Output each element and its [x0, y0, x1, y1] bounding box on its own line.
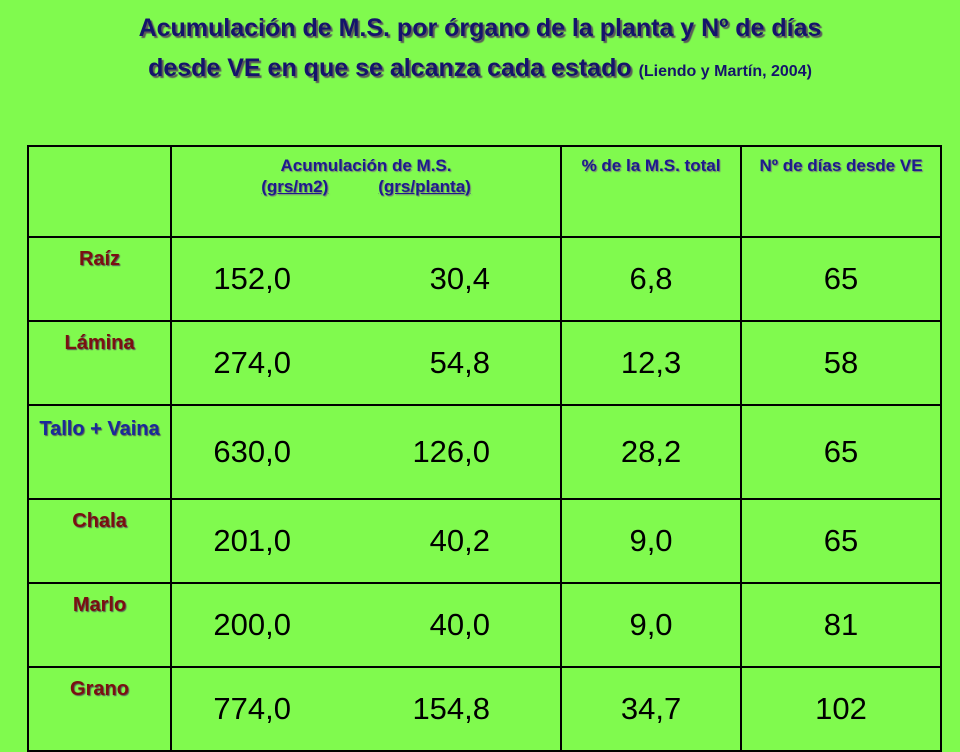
corner-cell: [27, 145, 172, 238]
value-cell: 28,2: [560, 404, 743, 500]
row-label: Grano: [27, 666, 172, 752]
table-row: Tallo + Vaina 630,0 126,0 28,2 65: [27, 404, 943, 500]
value-cell: 630,0: [170, 404, 366, 500]
value-cell: 6,8: [560, 236, 743, 322]
header-text: Nº de días desde VE: [759, 156, 923, 175]
citation: (Liendo y Martín, 2004): [638, 63, 812, 80]
value-cell: 9,0: [560, 498, 743, 584]
table-row: Chala 201,0 40,2 9,0 65: [27, 498, 943, 584]
title: Acumulación de M.S. por órgano de la pla…: [0, 8, 960, 92]
header-text: (grs/planta): [378, 177, 471, 196]
table-row: Marlo 200,0 40,0 9,0 81: [27, 582, 943, 668]
value-cell: 65: [740, 404, 943, 500]
value-cell: 30,4: [366, 236, 563, 322]
row-label: Tallo + Vaina: [27, 404, 172, 500]
value-cell: 65: [740, 498, 943, 584]
header-text: Acumulación de M.S.: [280, 156, 452, 175]
header-text: % de la M.S. total: [581, 156, 721, 175]
value-cell: 40,0: [366, 582, 563, 668]
value-cell: 34,7: [560, 666, 743, 752]
value-cell: 126,0: [366, 404, 563, 500]
row-label: Raíz: [27, 236, 172, 322]
row-label: Chala: [27, 498, 172, 584]
value-cell: 152,0: [170, 236, 366, 322]
header-text: (grs/m2): [261, 177, 329, 196]
value-cell: 102: [740, 666, 943, 752]
value-cell: 58: [740, 320, 943, 406]
table-row: Raíz 152,0 30,4 6,8 65: [27, 236, 943, 322]
title-line: desde VE en que se alcanza cada estado: [148, 54, 632, 82]
header-cell: % de la M.S. total: [560, 145, 743, 238]
row-label: Marlo: [27, 582, 172, 668]
value-cell: 200,0: [170, 582, 366, 668]
row-label: Lámina: [27, 320, 172, 406]
title-line: Acumulación de M.S. por órgano de la pla…: [138, 14, 822, 42]
data-table: Acumulación de M.S. (grs/m2) (grs/planta…: [27, 145, 943, 752]
value-cell: 9,0: [560, 582, 743, 668]
value-cell: 774,0: [170, 666, 366, 752]
header-cell: Acumulación de M.S. (grs/m2) (grs/planta…: [169, 145, 563, 238]
units: (grs/m2) (grs/planta): [172, 176, 560, 197]
value-cell: 201,0: [170, 498, 366, 584]
value-cell: 40,2: [366, 498, 563, 584]
header-cell: Nº de días desde VE: [740, 145, 943, 238]
value-cell: 54,8: [366, 320, 563, 406]
value-cell: 274,0: [170, 320, 366, 406]
value-cell: 65: [740, 236, 943, 322]
value-cell: 154,8: [366, 666, 563, 752]
header-row: Acumulación de M.S. (grs/m2) (grs/planta…: [27, 145, 943, 238]
table-row: Lámina 274,0 54,8 12,3 58: [27, 320, 943, 406]
value-cell: 12,3: [560, 320, 743, 406]
value-cell: 81: [740, 582, 943, 668]
slide: Acumulación de M.S. por órgano de la pla…: [0, 8, 960, 752]
table-row: Grano 774,0 154,8 34,7 102: [27, 666, 943, 752]
